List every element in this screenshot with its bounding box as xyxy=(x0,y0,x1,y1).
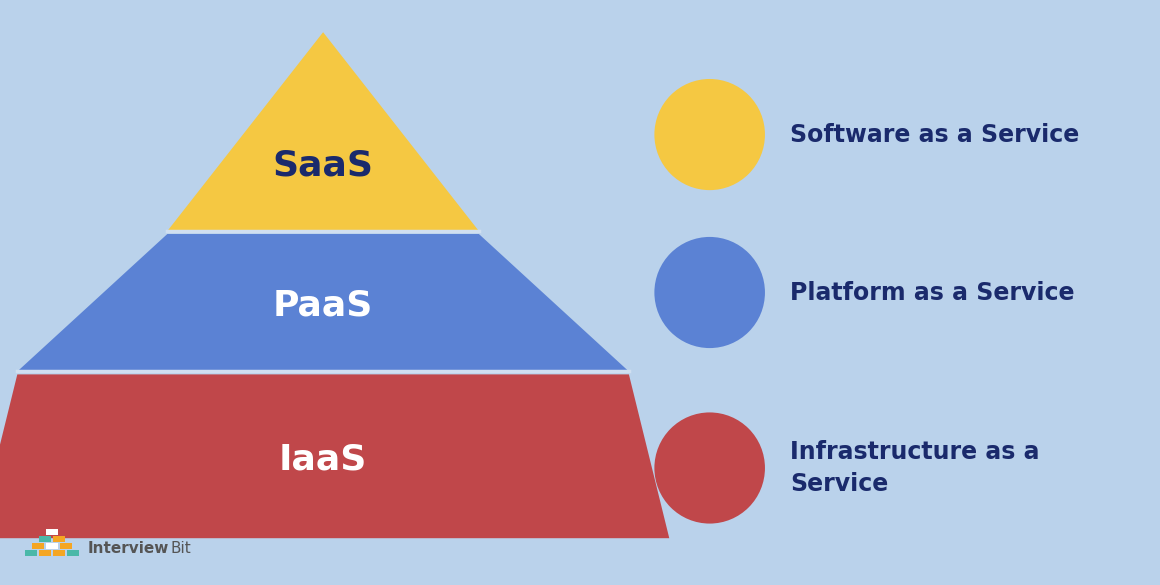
Text: Bit: Bit xyxy=(171,541,191,556)
Text: IaaS: IaaS xyxy=(278,443,368,477)
Text: PaaS: PaaS xyxy=(273,288,374,322)
Bar xyxy=(39,536,51,542)
Ellipse shape xyxy=(654,237,764,348)
Bar xyxy=(53,550,65,556)
Bar xyxy=(32,543,44,549)
Text: Infrastructure as a
Service: Infrastructure as a Service xyxy=(790,440,1041,496)
Ellipse shape xyxy=(654,412,764,524)
Polygon shape xyxy=(17,234,629,371)
Bar xyxy=(26,550,37,556)
Text: Platform as a Service: Platform as a Service xyxy=(790,280,1075,305)
Bar xyxy=(46,529,58,535)
Ellipse shape xyxy=(654,79,764,190)
Polygon shape xyxy=(167,32,479,231)
Text: Interview: Interview xyxy=(88,541,169,556)
Bar xyxy=(60,543,72,549)
Polygon shape xyxy=(0,374,669,538)
Text: Software as a Service: Software as a Service xyxy=(790,122,1080,147)
Bar xyxy=(53,536,65,542)
Bar xyxy=(67,550,79,556)
Text: SaaS: SaaS xyxy=(273,149,374,183)
Bar xyxy=(46,543,58,549)
Bar xyxy=(39,550,51,556)
